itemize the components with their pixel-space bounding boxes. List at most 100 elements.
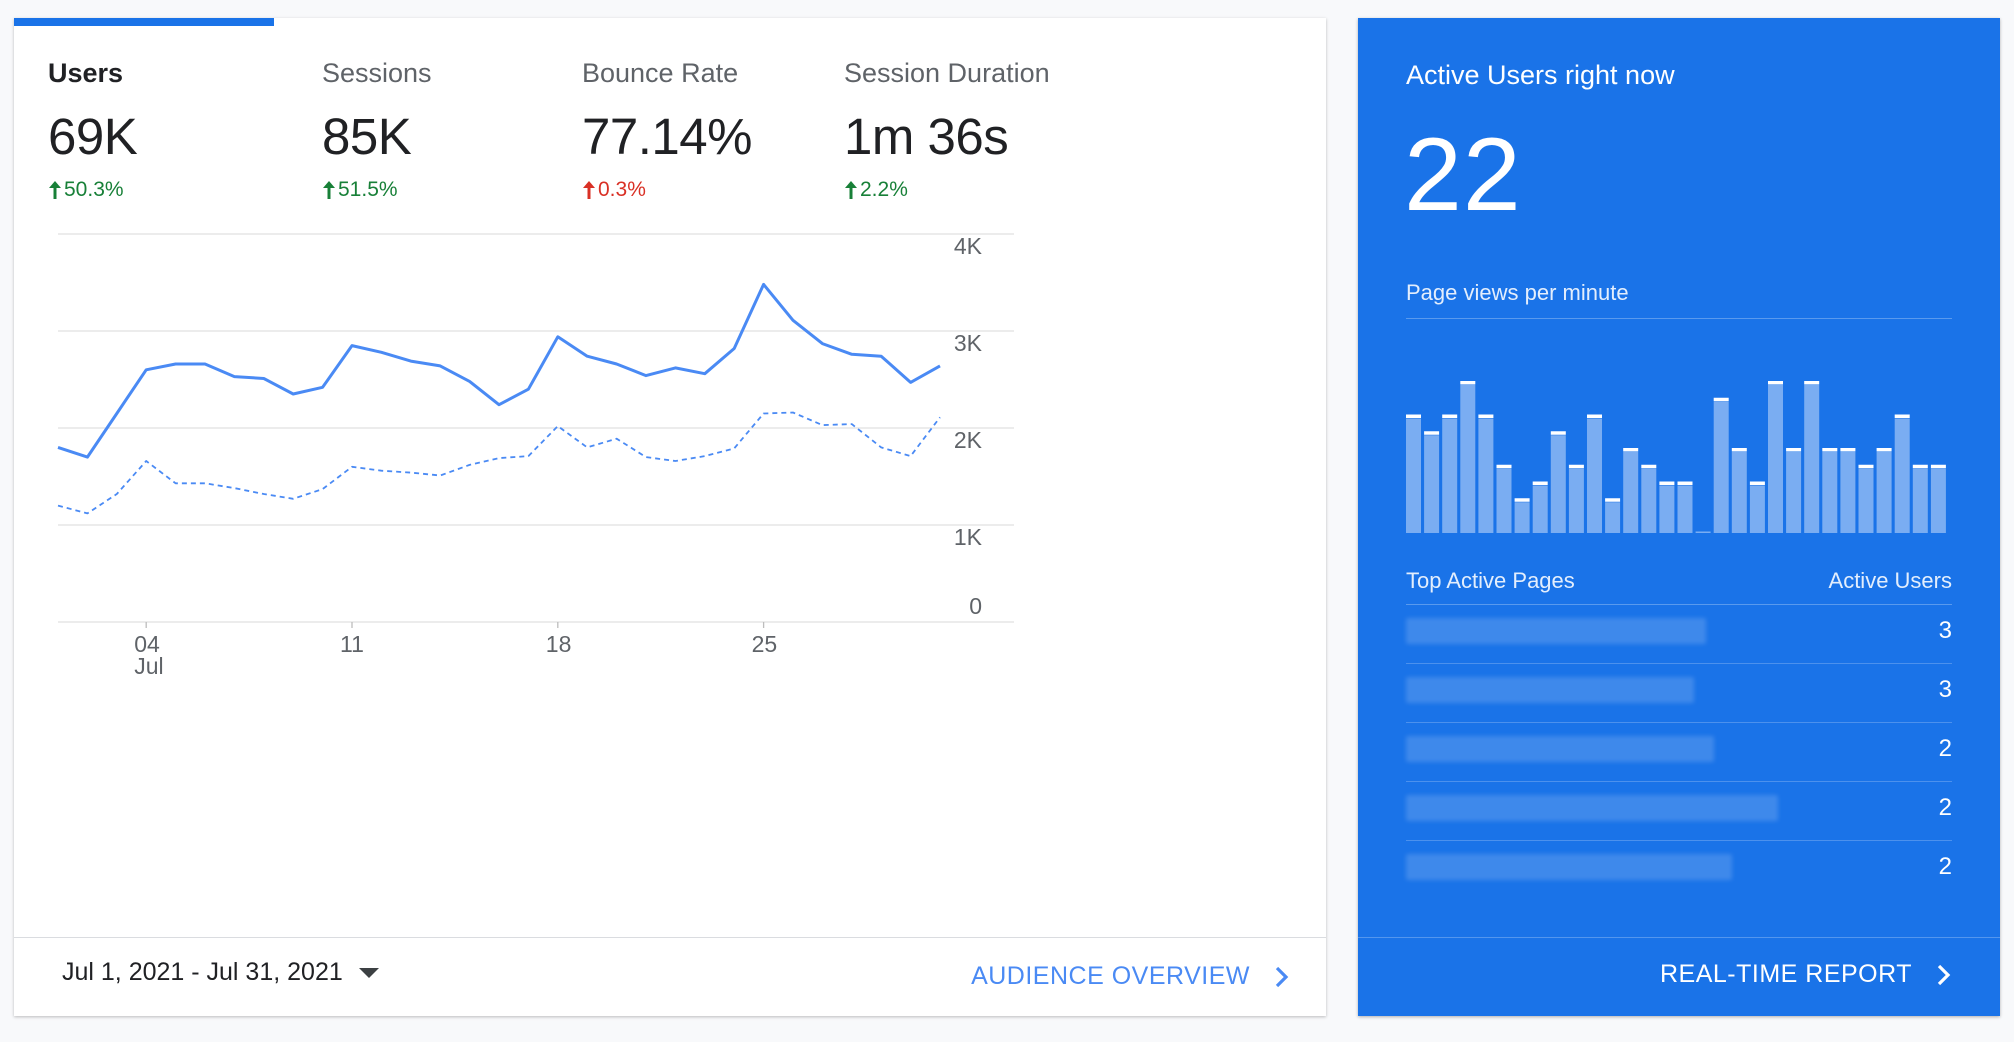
- page-views-label: Page views per minute: [1406, 280, 1629, 305]
- card-footer: Jul 1, 2021 - Jul 31, 2021 AUDIENCE OVER…: [14, 937, 1326, 1016]
- caret-down-icon: [358, 967, 379, 978]
- series-line-comparison: [57, 411, 941, 515]
- pageview-bar-cap: [1894, 414, 1910, 418]
- realtime-card: Active Users right now 22 Page views per…: [1358, 18, 2000, 1016]
- active-page-users: 2: [1938, 794, 1952, 821]
- pageview-bar: [1514, 502, 1530, 533]
- pageview-bar: [1605, 502, 1621, 533]
- pageview-bar-cap: [1713, 397, 1729, 402]
- metric-change: 50.3%: [48, 178, 137, 202]
- y-tick-label: 0: [969, 593, 982, 619]
- pageview-bar-cap: [1804, 381, 1820, 385]
- pageview-bar: [1768, 385, 1783, 533]
- metric-tab-session-duration[interactable]: Session Duration 1m 36s 2.2%: [844, 58, 1050, 202]
- metric-label: Session Duration: [844, 58, 1050, 88]
- pageview-bar: [1786, 452, 1802, 533]
- metric-tab-users[interactable]: Users 69K 50.3%: [48, 58, 138, 202]
- pageview-bar: [1406, 418, 1421, 533]
- series-line-users: [57, 282, 941, 459]
- pageview-bar-cap: [1623, 448, 1639, 452]
- metric-value: 69K: [48, 108, 138, 165]
- pageview-bar-cap: [1822, 448, 1838, 452]
- metric-value: 1m 36s: [844, 108, 1009, 165]
- page-views-bar-chart: [1406, 381, 1946, 533]
- active-page-users: 2: [1938, 853, 1952, 880]
- metric-value: 85K: [322, 108, 412, 165]
- active-page-row[interactable]: 3: [1406, 605, 1952, 664]
- metric-change-value: 0.3%: [598, 178, 646, 201]
- pageview-bar-cap: [1478, 414, 1494, 418]
- realtime-report-link[interactable]: REAL-TIME REPORT: [1660, 960, 1952, 989]
- pageview-bar: [1731, 452, 1747, 533]
- metric-change: 0.3%: [582, 178, 752, 202]
- pageview-bar-cap: [1749, 481, 1765, 485]
- metric-change: 2.2%: [844, 178, 1050, 202]
- active-page-row[interactable]: 2: [1406, 723, 1952, 782]
- redacted-page-path: [1406, 677, 1694, 703]
- pageview-bar-cap: [1768, 381, 1783, 385]
- metric-label: Users: [48, 58, 124, 88]
- audience-overview-link[interactable]: AUDIENCE OVERVIEW: [971, 962, 1290, 991]
- realtime-title: Active Users right now: [1406, 60, 1675, 90]
- y-tick-label: 4K: [954, 233, 983, 259]
- arrow-up-icon: [583, 181, 595, 199]
- audience-overview-label: AUDIENCE OVERVIEW: [971, 962, 1250, 990]
- metric-change-value: 2.2%: [860, 178, 908, 201]
- pageview-bar-cap: [1930, 464, 1946, 469]
- pageview-bar-cap: [1858, 464, 1874, 469]
- pageview-bar-cap: [1677, 481, 1693, 485]
- pageview-bar-cap: [1568, 464, 1584, 469]
- redacted-page-path: [1406, 795, 1778, 821]
- realtime-footer: REAL-TIME REPORT: [1358, 937, 2000, 1016]
- active-page-row[interactable]: 2: [1406, 782, 1952, 841]
- metric-tab-bounce-rate[interactable]: Bounce Rate 77.14% 0.3%: [582, 58, 752, 202]
- redacted-page-path: [1406, 618, 1706, 644]
- pageview-bar: [1442, 418, 1458, 533]
- pageview-bar: [1478, 418, 1494, 533]
- active-page-users: 2: [1938, 735, 1952, 762]
- pageview-bar: [1641, 468, 1657, 533]
- metric-change-value: 50.3%: [64, 178, 124, 201]
- pageview-bar-cap: [1442, 414, 1458, 418]
- date-range-selector[interactable]: Jul 1, 2021 - Jul 31, 2021: [62, 958, 379, 987]
- pageview-bar-cap: [1406, 414, 1421, 418]
- active-page-row[interactable]: 3: [1406, 664, 1952, 723]
- metric-label: Bounce Rate: [582, 58, 739, 88]
- pageview-bar-cap: [1659, 481, 1675, 485]
- pageview-bar: [1804, 385, 1820, 533]
- active-page-row[interactable]: 2: [1406, 841, 1952, 899]
- realtime-report-label: REAL-TIME REPORT: [1659, 960, 1912, 988]
- metric-label: Sessions: [322, 58, 432, 88]
- active-page-users: 3: [1938, 617, 1952, 644]
- pageview-bar-cap: [1532, 481, 1548, 485]
- pageview-bar-cap: [1460, 381, 1476, 385]
- chevron-right-icon: [1937, 964, 1951, 985]
- pageview-bar: [1930, 468, 1946, 533]
- metric-tab-sessions[interactable]: Sessions 85K 51.5%: [322, 58, 432, 202]
- arrow-up-icon: [323, 181, 335, 199]
- pageview-bar: [1822, 452, 1838, 533]
- pageview-bar: [1587, 418, 1602, 533]
- metric-value: 77.14%: [582, 108, 752, 165]
- audience-card: 0 1K 2K 3K 4K 04 Jul 11 18 25 Users 69K 50.3% Ses…: [14, 18, 1326, 1016]
- redacted-page-path: [1406, 736, 1714, 762]
- metric-change-value: 51.5%: [338, 178, 398, 201]
- pageview-bar-cap: [1550, 431, 1566, 435]
- x-tick-label: 11: [340, 631, 364, 657]
- x-tick-label: 18: [546, 631, 572, 657]
- active-users-count: 22: [1404, 117, 1522, 233]
- pageview-bar: [1749, 485, 1765, 533]
- pageview-bar-cap: [1731, 448, 1747, 452]
- pageview-bar-cap: [1587, 414, 1602, 418]
- pageview-bar: [1876, 452, 1892, 533]
- pageview-bar-cap: [1424, 431, 1440, 435]
- pageview-bar-cap: [1641, 464, 1657, 469]
- pageview-bar: [1532, 485, 1548, 533]
- pageview-bar-cap: [1840, 448, 1856, 452]
- pageview-bar: [1677, 485, 1693, 533]
- selected-metric-indicator: [14, 18, 274, 26]
- chevron-right-icon: [1275, 966, 1289, 987]
- pageview-bar: [1496, 468, 1512, 533]
- pageview-bar-cap: [1514, 498, 1530, 502]
